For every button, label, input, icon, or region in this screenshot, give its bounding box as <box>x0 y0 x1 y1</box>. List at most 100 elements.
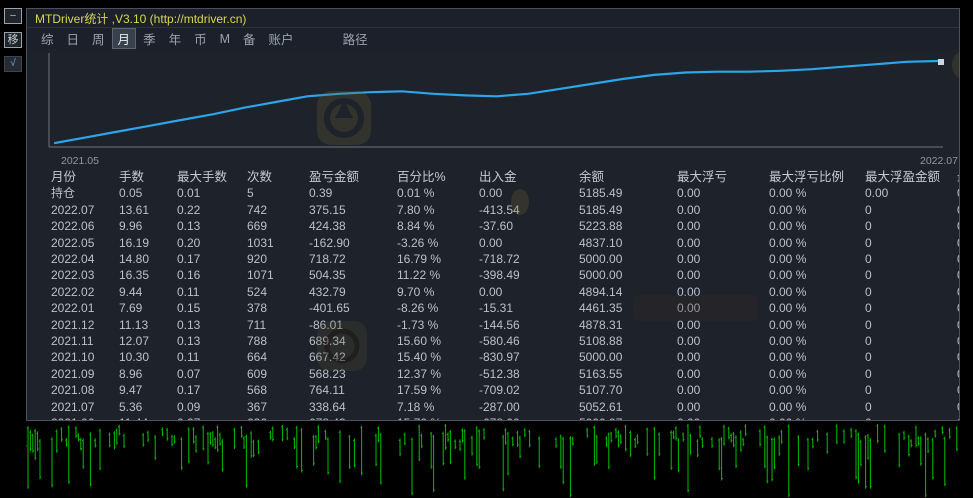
col-max-dd-pct[interactable]: 最大浮亏比例 <box>769 170 845 184</box>
cell-pnl: 424.38 <box>309 219 346 234</box>
table-row[interactable]: 2022.04 14.80 0.17 920 718.72 16.79 % -718.72 5… <box>27 251 959 267</box>
table-row[interactable]: 2021.12 11.13 0.13 711 -86.01 -1.73 % -144.56 4… <box>27 317 959 333</box>
col-max-float-profit-pct[interactable]: 最大浮盈比例 <box>953 169 959 185</box>
period-tab-bar: 综 日 周 月 季 年 币 M 备 账户 路径 <box>27 28 959 49</box>
cell-balance: 4894.14 <box>579 284 623 299</box>
cell-percent: 15.60 % <box>397 334 442 349</box>
col-deposit[interactable]: 出入金 <box>479 170 517 184</box>
cell-deposit: -37.60 <box>479 219 514 234</box>
path-button[interactable]: 路径 <box>342 33 368 47</box>
cell-pnl: -86.01 <box>309 317 344 332</box>
cell-max-lots: 0.11 <box>177 284 200 299</box>
table-row[interactable]: 2021.10 10.30 0.11 664 667.42 15.40 % -830.97 5… <box>27 349 959 365</box>
table-row[interactable]: 2022.02 9.44 0.11 524 432.79 9.70 % 0.00 4894.1… <box>27 284 959 300</box>
cell-month: 2022.05 <box>51 235 95 250</box>
cell-lots: 13.61 <box>119 202 150 217</box>
cell-count: 1031 <box>247 235 274 250</box>
cell-max-dd-pct: 0.00 % <box>769 301 807 316</box>
cell-lots: 12.07 <box>119 334 150 349</box>
cell-month: 2022.07 <box>51 202 95 217</box>
cell-max-drawdown: 0.00 <box>677 317 701 332</box>
panel-title: MTDriver统计 ,V3.10 (http://mtdriver.cn) <box>35 11 247 26</box>
table-row[interactable]: 2021.07 5.36 0.09 367 338.64 7.18 % -287.00 505… <box>27 399 959 415</box>
tab-day[interactable]: 日 <box>66 33 80 47</box>
cell-percent: 12.37 % <box>397 366 442 381</box>
cell-max-drawdown: 0.00 <box>677 383 701 398</box>
tab-magic[interactable]: M <box>219 31 231 46</box>
table-row[interactable]: 2022.05 16.19 0.20 1031 -162.90 -3.26 % 0.00 48… <box>27 235 959 251</box>
cell-max-drawdown: 0.00 <box>673 415 765 420</box>
tab-comment[interactable]: 备 <box>243 33 256 47</box>
col-count[interactable]: 次数 <box>247 170 273 184</box>
cell-deposit: -718.72 <box>479 252 520 267</box>
minimize-icon[interactable]: – <box>4 8 22 24</box>
table-row[interactable]: 2021.11 12.07 0.13 788 689.34 15.60 % -580.46 5… <box>27 333 959 349</box>
cell-balance: 5223.88 <box>579 219 623 234</box>
cell-balance: 5185.49 <box>579 186 623 201</box>
cell-count: 788 <box>247 334 268 349</box>
cell-max-drawdown: 0.00 <box>677 219 701 234</box>
cell-count: 568 <box>247 383 268 398</box>
col-percent[interactable]: 百分比% <box>397 170 446 184</box>
cell-max-float-profit: 0 <box>861 415 953 420</box>
cell-max-float-profit: 0 <box>865 383 872 398</box>
cell-max-float-profit-pct: 0.00 % <box>953 300 959 316</box>
table-row[interactable]: 2021.0611.440.27626678.4315.70 %-678.005… <box>27 415 959 420</box>
table-row[interactable]: 持仓 0.05 0.01 5 0.39 0.01 % 0.00 5185.49 0.00 0.00… <box>27 185 959 201</box>
col-month[interactable]: 月份 <box>51 170 77 184</box>
cell-balance: 5052.61 <box>579 399 623 414</box>
col-pnl[interactable]: 盈亏金额 <box>309 170 360 184</box>
cell-month: 2021.07 <box>51 399 95 414</box>
col-max-lots[interactable]: 最大手数 <box>177 170 228 184</box>
col-max-float-profit[interactable]: 最大浮盈金额 <box>865 170 941 184</box>
cell-percent: 16.79 % <box>397 252 442 267</box>
cell-max-float-profit: 0 <box>865 268 872 283</box>
cell-month: 2022.04 <box>51 252 95 267</box>
cell-max-lots: 0.27 <box>173 415 243 420</box>
equity-polyline <box>53 59 940 145</box>
tab-account[interactable]: 账户 <box>268 33 294 47</box>
cell-lots: 16.35 <box>119 268 150 283</box>
cell-max-lots: 0.22 <box>177 202 201 217</box>
cell-percent: 11.22 % <box>397 268 441 283</box>
cell-max-lots: 0.13 <box>177 219 201 234</box>
cell-percent: -8.26 % <box>397 301 439 316</box>
col-balance[interactable]: 余额 <box>579 170 605 184</box>
cell-balance: 5107.70 <box>579 383 623 398</box>
cell-max-dd-pct: 0.00 % <box>769 235 807 250</box>
cell-deposit: 0.00 <box>479 284 503 299</box>
table-row[interactable]: 2022.03 16.35 0.16 1071 504.35 11.22 % -398.49… <box>27 267 959 283</box>
table-row[interactable]: 2022.06 9.96 0.13 669 424.38 8.84 % -37.60 5223… <box>27 218 959 234</box>
cell-month: 2022.01 <box>51 301 95 316</box>
table-row[interactable]: 2021.09 8.96 0.07 609 568.23 12.37 % -512.38 51… <box>27 366 959 382</box>
cell-max-drawdown: 0.00 <box>677 350 701 365</box>
tab-year[interactable]: 年 <box>168 33 182 47</box>
cell-balance: 5000.00 <box>579 252 623 267</box>
cell-lots: 10.30 <box>119 350 150 365</box>
cell-count: 626 <box>243 415 305 420</box>
cell-count: 609 <box>247 366 268 381</box>
cell-count: 1071 <box>247 268 274 283</box>
move-panel-icon[interactable]: 移 <box>4 32 22 48</box>
table-row[interactable]: 2022.01 7.69 0.15 378 -401.65 -8.26 % -15.31 44… <box>27 300 959 316</box>
tab-comprehensive[interactable]: 综 <box>41 33 54 47</box>
cell-balance: 4837.10 <box>579 235 623 250</box>
cell-max-dd-pct: 0.00 % <box>769 284 807 299</box>
tab-week[interactable]: 周 <box>92 33 105 47</box>
table-row[interactable]: 2022.07 13.61 0.22 742 375.15 7.80 % -413.54 51… <box>27 202 959 218</box>
table-row[interactable]: 2021.08 9.47 0.17 568 764.11 17.59 % -709.02 51… <box>27 382 959 398</box>
col-lots[interactable]: 手数 <box>119 170 145 184</box>
cell-pnl: 689.34 <box>309 334 346 349</box>
checkmark-icon[interactable]: √ <box>4 56 22 72</box>
cell-deposit: 0.00 <box>479 186 503 201</box>
col-max-drawdown[interactable]: 最大浮亏 <box>677 170 728 184</box>
cell-max-dd-pct: 0.00 % <box>769 202 807 217</box>
tab-currency[interactable]: 币 <box>194 33 207 47</box>
tab-month[interactable]: 月 <box>111 28 137 49</box>
cell-pnl: 0.39 <box>309 186 333 201</box>
tab-quarter[interactable]: 季 <box>143 33 156 47</box>
cell-max-float-profit: 0 <box>865 202 872 217</box>
cell-lots: 16.19 <box>119 235 150 250</box>
cell-pnl: 432.79 <box>309 284 346 299</box>
